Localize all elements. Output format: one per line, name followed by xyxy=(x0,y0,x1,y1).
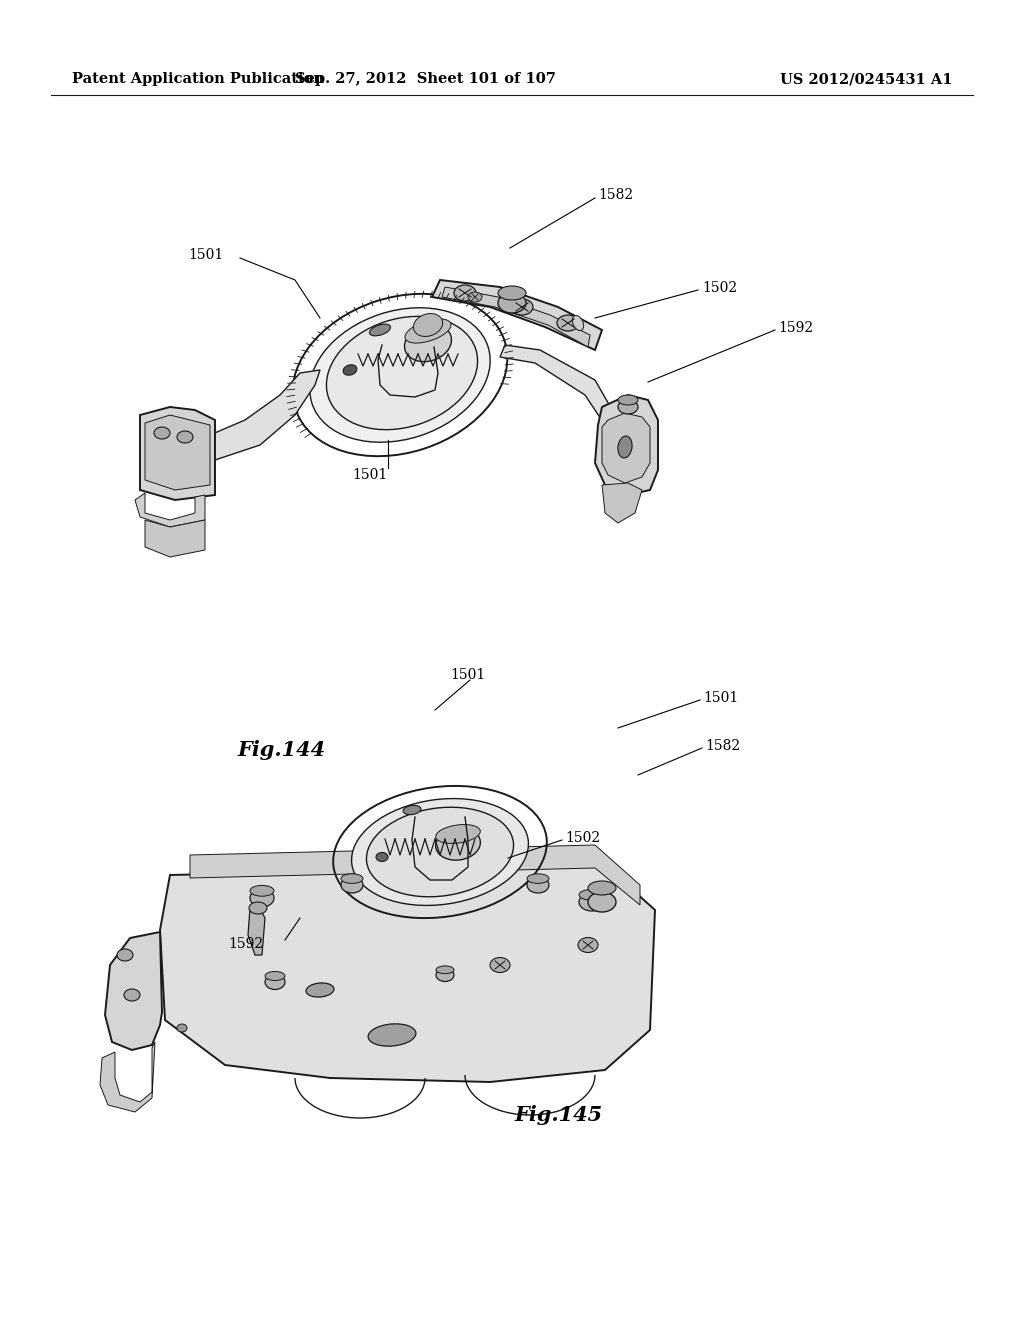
Ellipse shape xyxy=(341,876,362,894)
Ellipse shape xyxy=(557,315,579,331)
Polygon shape xyxy=(442,286,590,347)
Ellipse shape xyxy=(117,949,133,961)
Ellipse shape xyxy=(265,974,285,990)
Polygon shape xyxy=(160,865,655,1082)
Text: 1592: 1592 xyxy=(778,321,813,335)
Ellipse shape xyxy=(177,432,193,444)
Polygon shape xyxy=(205,370,319,459)
Polygon shape xyxy=(602,413,650,483)
Ellipse shape xyxy=(435,825,480,843)
Text: US 2012/0245431 A1: US 2012/0245431 A1 xyxy=(780,73,952,86)
Polygon shape xyxy=(100,1041,155,1111)
Polygon shape xyxy=(145,520,205,557)
Polygon shape xyxy=(432,280,602,350)
Ellipse shape xyxy=(498,293,526,313)
Ellipse shape xyxy=(527,874,549,883)
Ellipse shape xyxy=(250,888,274,907)
Text: 1592: 1592 xyxy=(228,937,263,950)
Ellipse shape xyxy=(367,808,513,896)
Ellipse shape xyxy=(414,314,442,337)
Ellipse shape xyxy=(572,315,584,330)
Ellipse shape xyxy=(404,319,451,343)
Polygon shape xyxy=(500,345,615,425)
Ellipse shape xyxy=(618,400,638,414)
Ellipse shape xyxy=(588,892,616,912)
Ellipse shape xyxy=(124,989,140,1001)
Ellipse shape xyxy=(343,364,356,375)
Polygon shape xyxy=(145,414,210,490)
Ellipse shape xyxy=(250,886,274,896)
Ellipse shape xyxy=(436,966,454,974)
Text: Fig.145: Fig.145 xyxy=(514,1105,602,1126)
Ellipse shape xyxy=(579,894,605,911)
Ellipse shape xyxy=(588,880,616,895)
Ellipse shape xyxy=(341,874,362,883)
Ellipse shape xyxy=(511,300,534,315)
Ellipse shape xyxy=(617,436,632,458)
Ellipse shape xyxy=(327,317,477,430)
Ellipse shape xyxy=(404,325,452,362)
Ellipse shape xyxy=(403,805,421,814)
Polygon shape xyxy=(595,395,658,495)
Ellipse shape xyxy=(265,972,285,981)
Ellipse shape xyxy=(310,308,490,442)
Ellipse shape xyxy=(436,969,454,982)
Ellipse shape xyxy=(177,1024,187,1032)
Text: 1501: 1501 xyxy=(703,690,738,705)
Ellipse shape xyxy=(498,286,526,300)
Ellipse shape xyxy=(618,395,638,405)
Polygon shape xyxy=(602,483,642,523)
Ellipse shape xyxy=(468,292,482,302)
Ellipse shape xyxy=(154,426,170,440)
Ellipse shape xyxy=(249,902,267,913)
Text: 1582: 1582 xyxy=(705,739,740,752)
Ellipse shape xyxy=(376,853,388,862)
Text: 1502: 1502 xyxy=(565,832,600,845)
Polygon shape xyxy=(248,906,265,954)
Text: 1582: 1582 xyxy=(598,187,633,202)
Ellipse shape xyxy=(351,799,528,906)
Ellipse shape xyxy=(306,983,334,997)
Ellipse shape xyxy=(370,325,390,335)
Text: 1502: 1502 xyxy=(702,281,737,294)
Polygon shape xyxy=(190,845,640,906)
Ellipse shape xyxy=(578,937,598,953)
Polygon shape xyxy=(140,407,215,500)
Ellipse shape xyxy=(435,828,480,861)
Text: 1501: 1501 xyxy=(188,248,223,261)
Text: Patent Application Publication: Patent Application Publication xyxy=(72,73,324,86)
Ellipse shape xyxy=(527,876,549,894)
Polygon shape xyxy=(105,932,162,1049)
Ellipse shape xyxy=(454,285,476,301)
Ellipse shape xyxy=(490,957,510,973)
Ellipse shape xyxy=(368,1024,416,1047)
Text: 1501: 1501 xyxy=(352,469,388,482)
Text: 1501: 1501 xyxy=(451,668,485,682)
Text: Sep. 27, 2012  Sheet 101 of 107: Sep. 27, 2012 Sheet 101 of 107 xyxy=(295,73,555,86)
Polygon shape xyxy=(135,492,205,527)
Text: Fig.144: Fig.144 xyxy=(238,739,326,760)
Ellipse shape xyxy=(579,890,605,900)
